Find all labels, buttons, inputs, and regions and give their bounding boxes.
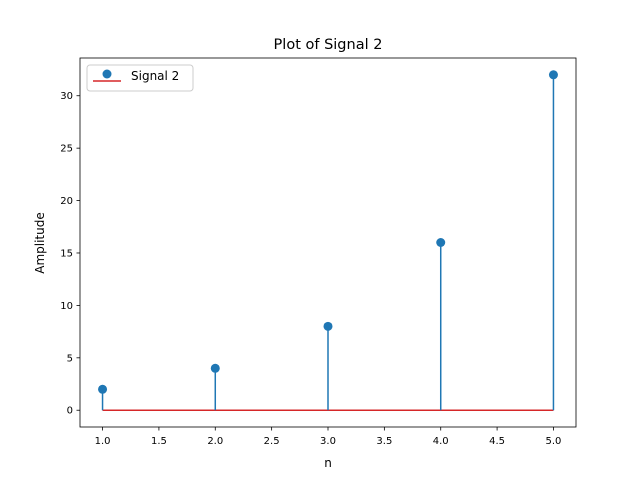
x-tick-label: 2.0 [207,436,223,447]
y-tick-label: 5 [67,353,73,364]
legend: Signal 2 [86,64,194,92]
y-axis-ticks: 0 5 10 15 20 25 30 [60,91,80,417]
x-tick-label: 1.5 [151,436,167,447]
legend-label: Signal 2 [131,69,179,83]
x-tick-label: 4.0 [433,436,449,447]
x-tick-label: 4.5 [489,436,505,447]
stem-marker [548,70,558,80]
y-tick-label: 15 [60,248,73,259]
y-tick-label: 25 [60,144,73,155]
chart-title: Plot of Signal 2 [274,37,383,53]
x-tick-label: 5.0 [546,436,562,447]
stem-marker [210,363,220,373]
x-tick-label: 2.5 [264,436,280,447]
legend-frame [86,64,194,92]
plot-area [79,57,577,428]
x-tick-label: 3.5 [376,436,392,447]
x-tick-label: 1.0 [95,436,111,447]
y-axis-label: Amplitude [33,212,47,274]
x-axis-ticks: 1.0 1.5 2.0 2.5 3.0 3.5 4.0 4.5 5.0 [95,427,562,447]
y-tick-label: 10 [60,301,73,312]
y-tick-label: 30 [60,91,73,102]
y-tick-label: 20 [60,196,73,207]
legend-marker-swatch [102,69,112,79]
stem-marker [436,238,446,247]
stem-marker [98,384,108,394]
x-axis-label: n [324,456,332,470]
x-tick-label: 3.0 [320,436,336,447]
y-tick-label: 0 [67,406,73,417]
stem-marker [323,321,333,331]
